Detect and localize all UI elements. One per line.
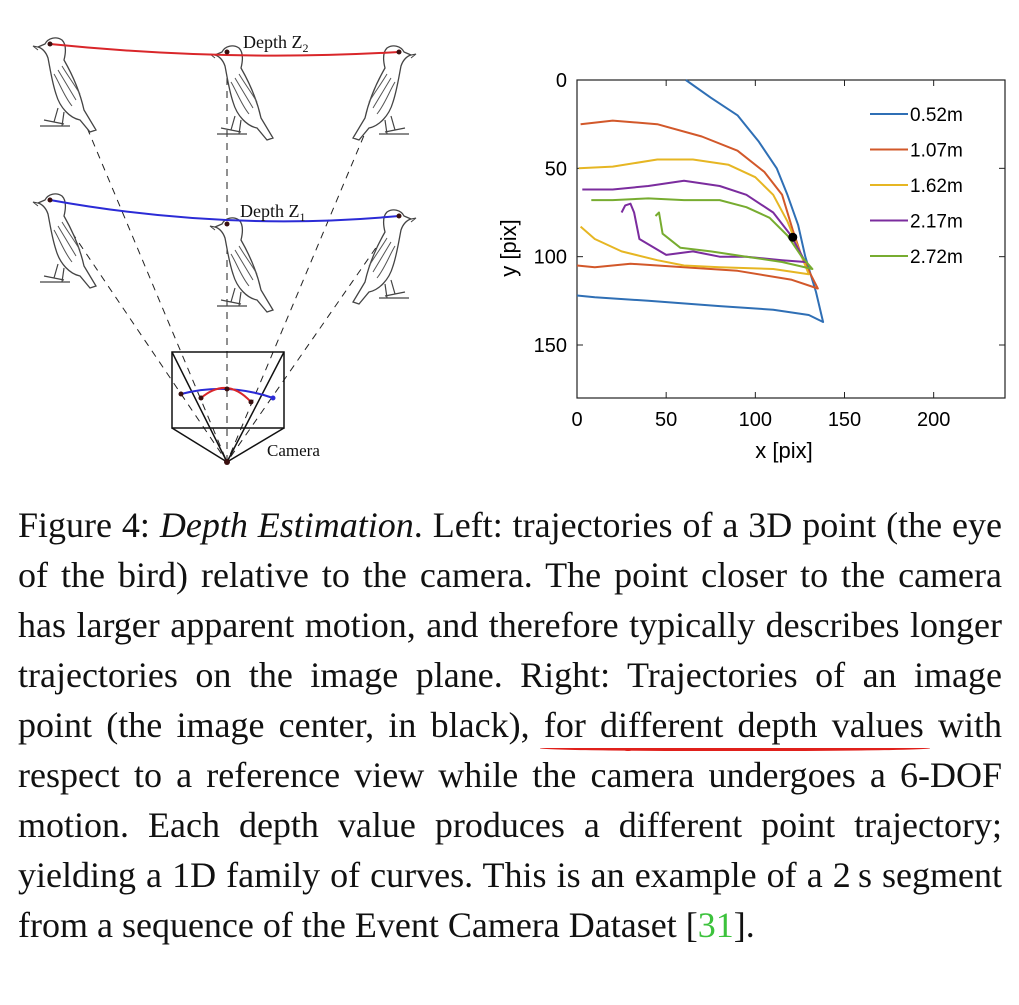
bird-far-left-icon <box>32 37 97 133</box>
series-line-2.72m <box>591 197 814 270</box>
x-tick-label: 200 <box>917 409 950 431</box>
caption-text-b: (the image center, in black), <box>92 705 544 745</box>
x-tick-label: 50 <box>655 409 677 431</box>
series-line-1.07m <box>576 119 819 290</box>
caption-title: Depth Estimation <box>159 505 414 545</box>
bird-near-left-icon <box>32 193 97 289</box>
y-tick-label: 50 <box>545 158 567 180</box>
bird-far-right-icon <box>352 45 417 141</box>
underlined-phrase-2: for different depth values <box>543 705 924 745</box>
camera-frustum <box>171 351 285 463</box>
depth2-trajectory <box>49 43 400 57</box>
image-center-marker <box>788 232 798 242</box>
figure-label: Figure 4: <box>18 505 150 545</box>
figure-caption: Figure 4: Depth Estimation. Left: trajec… <box>18 500 1002 950</box>
y-tick-label: 100 <box>534 247 567 269</box>
x-tick-label: 0 <box>571 409 582 431</box>
caption-text-a: . Left: trajectories of a 3D point (the … <box>18 505 1003 695</box>
y-tick-label: 0 <box>556 70 567 92</box>
x-tick-label: 150 <box>828 409 861 431</box>
legend-label: 1.07m <box>910 141 963 162</box>
chart-legend: 0.52m 1.07m 1.62m 2.17m 2.72m <box>870 105 963 268</box>
depth1-trajectory <box>49 199 400 223</box>
bird-far-center-icon <box>209 45 274 141</box>
series-line-2.17m <box>582 179 807 263</box>
chart-axes: 0 50 100 150 200 0 50 100 150 <box>534 70 1006 431</box>
legend-label: 1.62m <box>910 176 963 197</box>
citation-link[interactable]: 31 <box>697 905 734 945</box>
depth2-label: Depth Z2 <box>243 32 308 55</box>
legend-label: 2.17m <box>910 212 963 233</box>
y-axis-label: y [pix] <box>496 219 521 276</box>
x-axis-label: x [pix] <box>755 438 812 463</box>
x-tick-label: 100 <box>739 409 772 431</box>
y-tick-label: 150 <box>534 335 567 357</box>
bird-near-right-icon <box>352 209 417 305</box>
plot-frame <box>576 79 1006 399</box>
underlined-phrase-1: Trajectories of an image point <box>18 655 1002 745</box>
camera-label: Camera <box>267 441 320 460</box>
legend-label: 2.72m <box>910 247 963 268</box>
depth-estimation-diagram: Depth Z2 Depth Z1 Camera <box>32 32 417 465</box>
caption-text-c: with respect to a reference view while t… <box>18 705 1002 945</box>
dashed-projection-lines <box>49 43 400 463</box>
legend-label: 0.52m <box>910 105 963 126</box>
caption-text-d: ]. <box>733 905 755 945</box>
series-line-1.62m <box>578 158 810 276</box>
chart-series <box>576 79 825 323</box>
bird-near-center-icon <box>209 217 274 313</box>
depth1-label: Depth Z1 <box>240 201 305 224</box>
trajectory-chart: 0 50 100 150 200 0 50 100 150 0.52m 1.07m 1.62m 2.1… <box>496 70 1006 463</box>
